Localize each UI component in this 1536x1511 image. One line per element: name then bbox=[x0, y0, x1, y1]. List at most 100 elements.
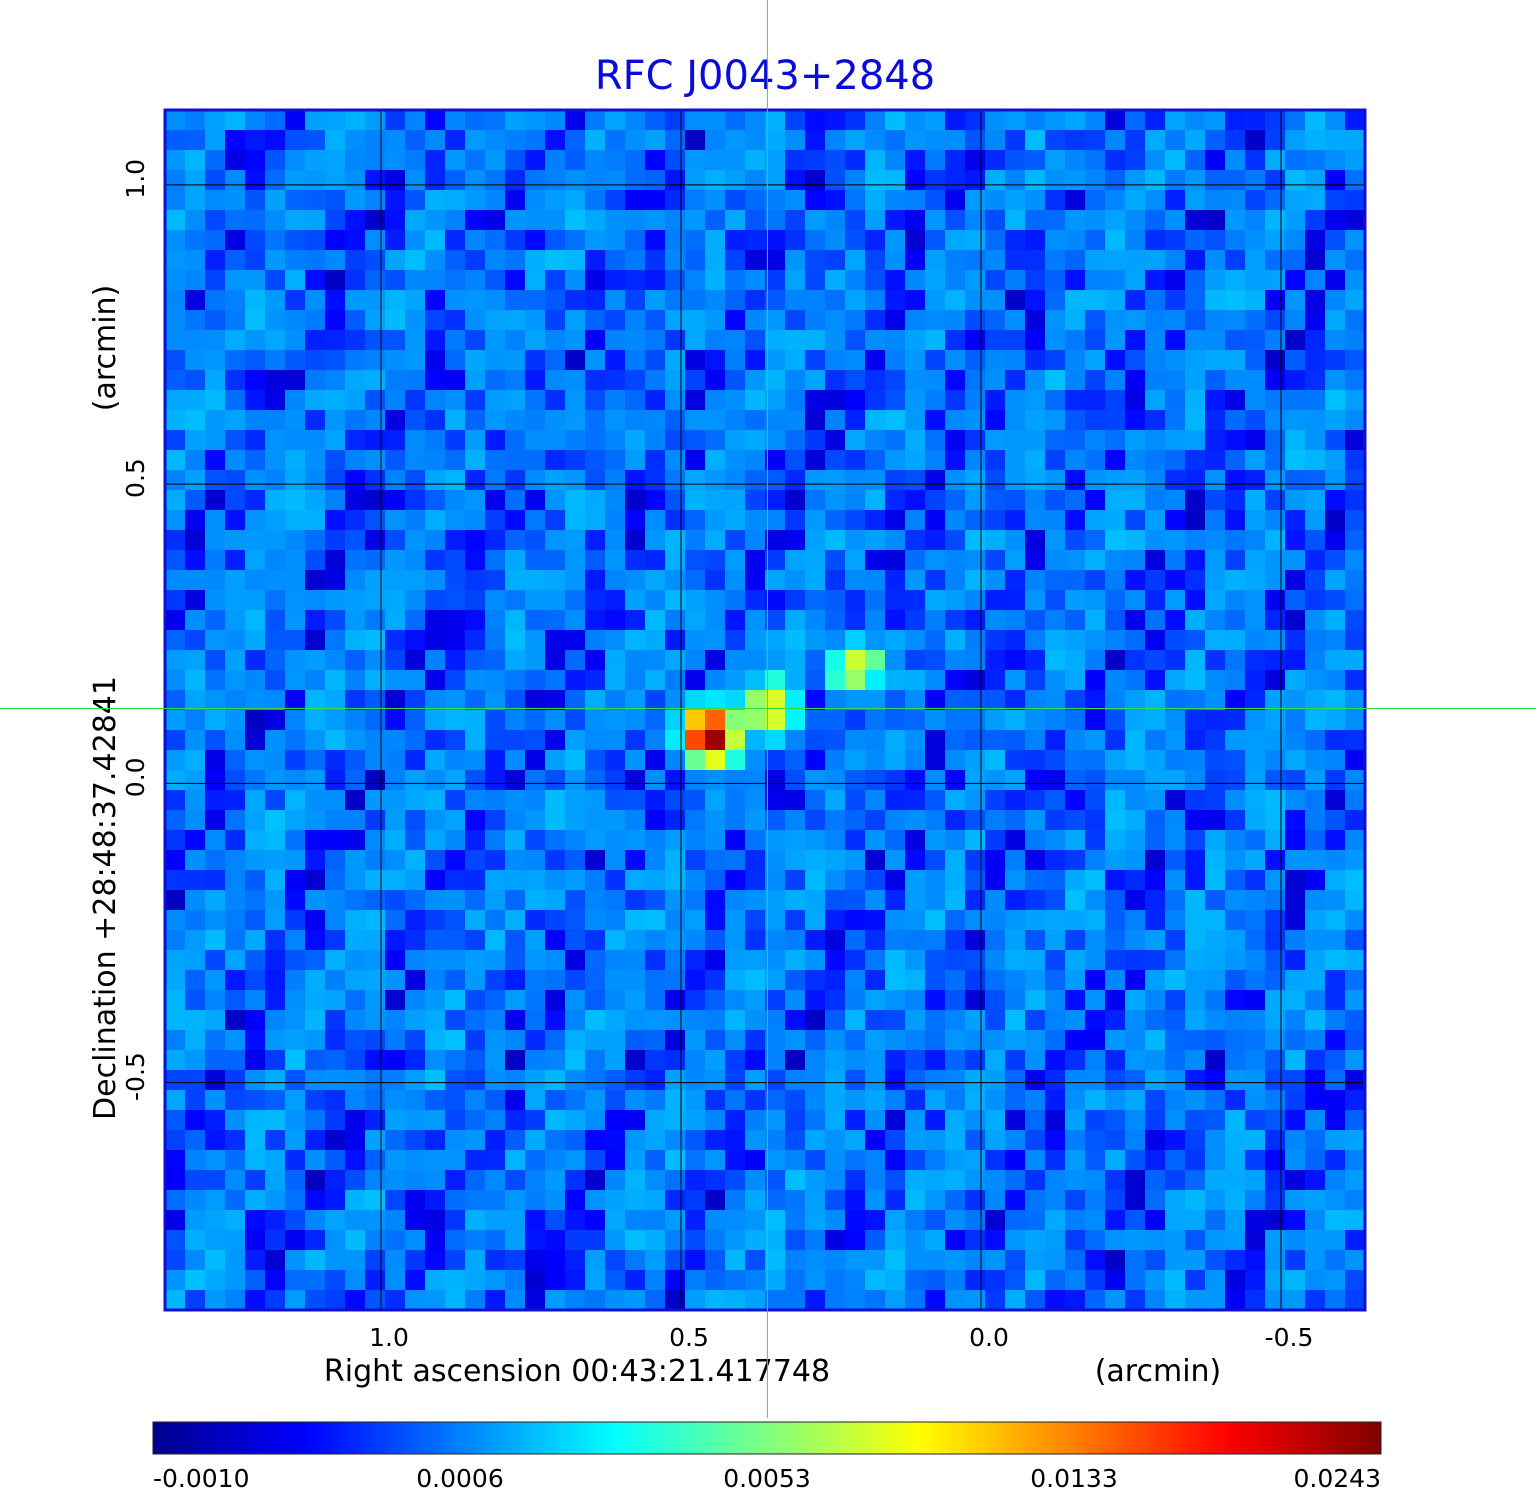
intensity-pixel bbox=[205, 450, 226, 471]
intensity-pixel bbox=[1085, 330, 1106, 351]
intensity-pixel bbox=[1125, 850, 1146, 871]
intensity-pixel bbox=[225, 990, 246, 1011]
intensity-pixel bbox=[945, 610, 966, 631]
intensity-pixel bbox=[205, 270, 226, 291]
intensity-pixel bbox=[265, 950, 286, 971]
intensity-pixel bbox=[1345, 290, 1365, 311]
intensity-pixel bbox=[1025, 1190, 1046, 1211]
intensity-pixel bbox=[585, 390, 606, 411]
intensity-pixel bbox=[1005, 530, 1026, 551]
intensity-pixel bbox=[885, 490, 906, 511]
intensity-pixel bbox=[1085, 430, 1106, 451]
intensity-pixel bbox=[1105, 850, 1126, 871]
intensity-pixel bbox=[1305, 230, 1326, 251]
intensity-pixel bbox=[1285, 270, 1306, 291]
intensity-pixel bbox=[1305, 610, 1326, 631]
intensity-pixel bbox=[1265, 770, 1286, 791]
intensity-pixel bbox=[1285, 310, 1306, 331]
intensity-pixel bbox=[1245, 950, 1266, 971]
intensity-pixel bbox=[765, 350, 786, 371]
intensity-pixel bbox=[205, 330, 226, 351]
intensity-pixel bbox=[585, 1150, 606, 1171]
intensity-pixel bbox=[605, 530, 626, 551]
intensity-pixel bbox=[1265, 230, 1286, 251]
intensity-pixel bbox=[605, 1030, 626, 1051]
intensity-pixel bbox=[1225, 230, 1246, 251]
intensity-pixel bbox=[1125, 1110, 1146, 1131]
intensity-pixel bbox=[1225, 790, 1246, 811]
intensity-pixel bbox=[365, 230, 386, 251]
intensity-pixel bbox=[1005, 970, 1026, 991]
intensity-pixel bbox=[305, 1030, 326, 1051]
intensity-pixel bbox=[745, 930, 766, 951]
intensity-pixel bbox=[345, 1210, 366, 1231]
intensity-pixel bbox=[1025, 1110, 1046, 1131]
intensity-pixel bbox=[525, 490, 546, 511]
intensity-pixel bbox=[1025, 990, 1046, 1011]
intensity-pixel bbox=[1285, 590, 1306, 611]
intensity-pixel bbox=[445, 870, 466, 891]
intensity-pixel bbox=[565, 770, 586, 791]
intensity-pixel bbox=[885, 750, 906, 771]
intensity-pixel bbox=[825, 530, 846, 551]
intensity-pixel bbox=[785, 230, 806, 251]
intensity-pixel bbox=[165, 290, 186, 311]
intensity-pixel bbox=[885, 1230, 906, 1251]
intensity-pixel bbox=[305, 350, 326, 371]
intensity-pixel bbox=[945, 1030, 966, 1051]
intensity-pixel bbox=[1225, 270, 1246, 291]
intensity-pixel bbox=[425, 250, 446, 271]
intensity-pixel bbox=[1005, 1150, 1026, 1171]
intensity-pixel bbox=[1305, 1170, 1326, 1191]
intensity-pixel bbox=[305, 750, 326, 771]
intensity-pixel bbox=[545, 690, 566, 711]
intensity-pixel bbox=[585, 610, 606, 631]
intensity-pixel bbox=[585, 970, 606, 991]
intensity-pixel bbox=[425, 1210, 446, 1231]
intensity-pixel bbox=[1325, 810, 1346, 831]
intensity-pixel bbox=[465, 1030, 486, 1051]
intensity-pixel bbox=[165, 430, 186, 451]
intensity-pixel bbox=[285, 670, 306, 691]
intensity-pixel bbox=[225, 890, 246, 911]
intensity-pixel bbox=[685, 1290, 706, 1310]
intensity-pixel bbox=[865, 290, 886, 311]
intensity-pixel bbox=[905, 1010, 926, 1031]
intensity-pixel bbox=[565, 610, 586, 631]
intensity-pixel bbox=[1145, 630, 1166, 651]
intensity-pixel bbox=[465, 790, 486, 811]
intensity-pixel bbox=[645, 1230, 666, 1251]
intensity-pixel bbox=[1065, 450, 1086, 471]
intensity-pixel bbox=[325, 170, 346, 191]
intensity-pixel bbox=[1125, 230, 1146, 251]
intensity-pixel bbox=[1285, 1070, 1306, 1091]
intensity-pixel bbox=[985, 870, 1006, 891]
intensity-pixel bbox=[1165, 1230, 1186, 1251]
intensity-pixel bbox=[205, 370, 226, 391]
intensity-pixel bbox=[925, 330, 946, 351]
intensity-pixel bbox=[925, 1110, 946, 1131]
intensity-pixel bbox=[1025, 1150, 1046, 1171]
intensity-pixel bbox=[905, 790, 926, 811]
intensity-pixel bbox=[1345, 610, 1365, 631]
intensity-pixel bbox=[365, 710, 386, 731]
intensity-pixel bbox=[1125, 370, 1146, 391]
intensity-pixel bbox=[865, 870, 886, 891]
intensity-pixel bbox=[1065, 1070, 1086, 1091]
intensity-pixel bbox=[385, 870, 406, 891]
intensity-pixel bbox=[845, 1090, 866, 1111]
intensity-pixel bbox=[1265, 1170, 1286, 1191]
intensity-pixel bbox=[985, 650, 1006, 671]
intensity-pixel bbox=[325, 230, 346, 251]
intensity-pixel bbox=[165, 510, 186, 531]
intensity-pixel bbox=[485, 130, 506, 151]
intensity-pixel bbox=[1245, 370, 1266, 391]
intensity-pixel bbox=[1005, 370, 1026, 391]
intensity-pixel bbox=[565, 350, 586, 371]
intensity-pixel bbox=[1045, 1170, 1066, 1191]
intensity-pixel bbox=[765, 850, 786, 871]
intensity-pixel bbox=[1345, 1250, 1365, 1271]
intensity-pixel bbox=[1205, 930, 1226, 951]
intensity-pixel bbox=[765, 490, 786, 511]
intensity-pixel bbox=[165, 690, 186, 711]
